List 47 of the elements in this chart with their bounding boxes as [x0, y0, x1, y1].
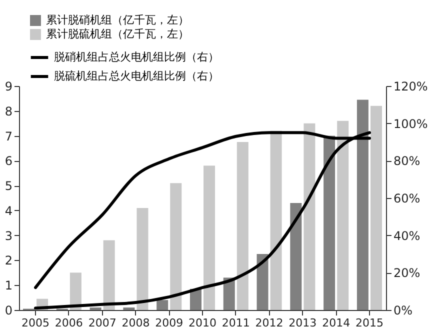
x-tick-label: 2008 — [122, 316, 150, 330]
y-tick-label: 8 — [4, 104, 12, 118]
x-tick-label: 2005 — [22, 316, 50, 330]
bar — [103, 240, 115, 310]
y-tick-label: 7 — [4, 129, 12, 144]
x-tick-label: 2011 — [222, 316, 250, 330]
x-tick-label: 2009 — [155, 316, 184, 330]
x-tick-label: 2014 — [322, 316, 350, 330]
bar — [290, 202, 302, 310]
y2-tick-label: 80% — [394, 154, 420, 168]
bar — [256, 254, 268, 310]
y2-tick-label: 40% — [394, 228, 420, 243]
y2-tick-label: 60% — [394, 192, 420, 206]
bar — [304, 123, 316, 310]
x-tick-label: 2013 — [288, 316, 317, 330]
y-tick-label: 1 — [4, 278, 12, 293]
y-tick-label: 0 — [4, 304, 12, 318]
y2-tick-label: 0% — [394, 304, 413, 318]
y2-tick-label: 100% — [394, 116, 428, 131]
y-tick-label: 9 — [4, 80, 12, 94]
bar — [204, 166, 216, 310]
bar — [223, 278, 235, 310]
legend-label: 累计脱硫机组（亿千瓦，左） — [46, 28, 189, 40]
y-tick-label: 3 — [4, 228, 12, 243]
x-tick-label: 2007 — [88, 316, 116, 330]
y-tick-label: 5 — [4, 179, 12, 194]
bar — [356, 100, 368, 310]
bar — [136, 208, 148, 310]
bar — [170, 183, 182, 310]
y-tick-label: 6 — [4, 154, 12, 168]
bar — [70, 272, 82, 310]
y-tick-label: 2 — [4, 254, 12, 268]
legend-label: 累计脱硝机组（亿千瓦，左） — [46, 14, 189, 26]
legend-label: 脱硫机组占总火电机组比例（右） — [54, 70, 219, 82]
y-tick-label: 4 — [4, 204, 12, 218]
bar — [156, 300, 168, 310]
y2-tick-label: 120% — [394, 80, 428, 94]
bar — [236, 142, 248, 310]
bar — [370, 106, 382, 310]
x-tick-label: 2006 — [54, 316, 83, 330]
bar — [337, 120, 349, 310]
y2-tick-label: 20% — [394, 266, 420, 280]
x-tick-label: 2010 — [188, 316, 216, 330]
x-tick-label: 2012 — [255, 316, 284, 330]
bar — [324, 136, 336, 310]
x-tick-label: 2015 — [355, 316, 384, 330]
legend-label: 脱硝机组占总火电机组比例（右） — [54, 50, 219, 64]
